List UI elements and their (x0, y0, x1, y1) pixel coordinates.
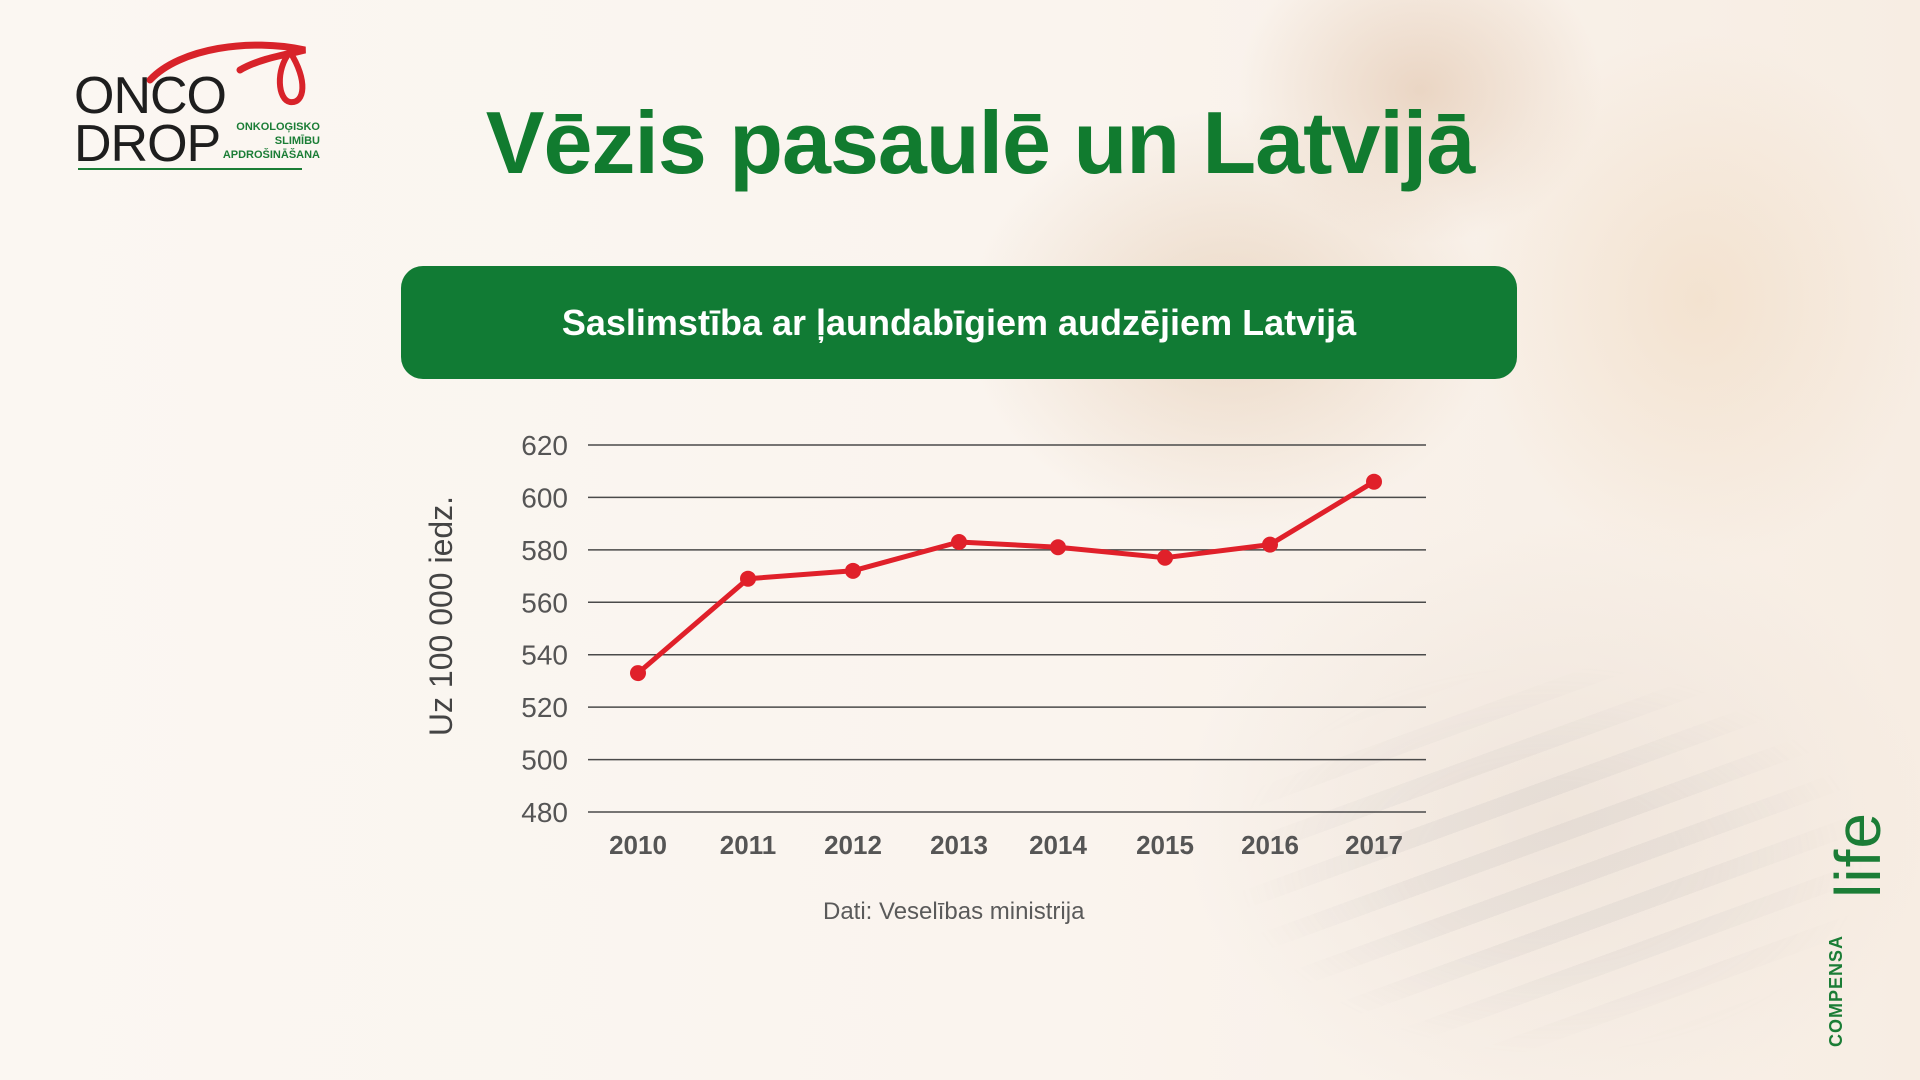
data-source-note: Dati: Veselības ministrija (823, 898, 1085, 925)
logo-sub-line-2: SLIMĪBU (274, 135, 320, 147)
logo-sub-line-3: APDROŠINĀŠANA (222, 149, 320, 161)
data-point (1262, 536, 1278, 553)
data-point (951, 533, 967, 550)
background-striped-shirt (1100, 600, 1920, 1080)
x-tick-label: 2014 (1029, 830, 1087, 860)
x-tick-label: 2016 (1241, 830, 1299, 860)
chart-title-banner: Saslimstība ar ļaundabīgiem audzējiem La… (401, 266, 1517, 379)
page-title: Vēzis pasaulē un Latvijā (485, 93, 1475, 192)
series-line (635, 479, 1377, 676)
x-tick-label: 2015 (1136, 830, 1194, 860)
y-axis-label: Uz 100 000 iedz. (423, 496, 459, 736)
data-point (740, 570, 756, 587)
x-tick-label: 2012 (824, 830, 882, 860)
logo-text-drop: DROP (74, 115, 221, 173)
x-tick-label: 2013 (930, 830, 988, 860)
y-tick-label: 560 (521, 587, 568, 618)
oncodrop-logo: ONCO DROP ONKOLOĢISKO SLIMĪBU APDROŠINĀŠ… (60, 40, 320, 180)
chart-title: Saslimstība ar ļaundabīgiem audzējiem La… (561, 301, 1357, 343)
y-tick-label: 540 (521, 640, 568, 671)
y-tick-label: 520 (521, 692, 568, 723)
x-tick-label: 2017 (1345, 830, 1403, 860)
x-tick-label: 2010 (609, 830, 667, 860)
logo-text-onco: ONCO (74, 67, 227, 125)
y-tick-label: 600 (521, 482, 568, 513)
logo-underline (78, 168, 302, 170)
data-point (630, 665, 646, 682)
data-point (1050, 539, 1066, 556)
y-tick-label: 580 (521, 535, 568, 566)
ribbon-swoosh-icon (146, 41, 306, 106)
data-point (845, 562, 861, 579)
brand-compensa: COMPENSA (1826, 934, 1846, 1047)
logo-subtitle: ONKOLOĢISKO SLIMĪBU APDROŠINĀŠANA (220, 120, 320, 162)
y-tick-label: 500 (521, 745, 568, 776)
logo-sub-line-1: ONKOLOĢISKO (236, 121, 320, 133)
x-tick-label: 2011 (720, 830, 776, 860)
y-tick-label: 480 (521, 797, 568, 828)
data-point (1366, 473, 1382, 490)
brand-life: life (1822, 812, 1894, 898)
y-tick-label: 620 (521, 430, 568, 461)
data-point (1157, 549, 1173, 566)
